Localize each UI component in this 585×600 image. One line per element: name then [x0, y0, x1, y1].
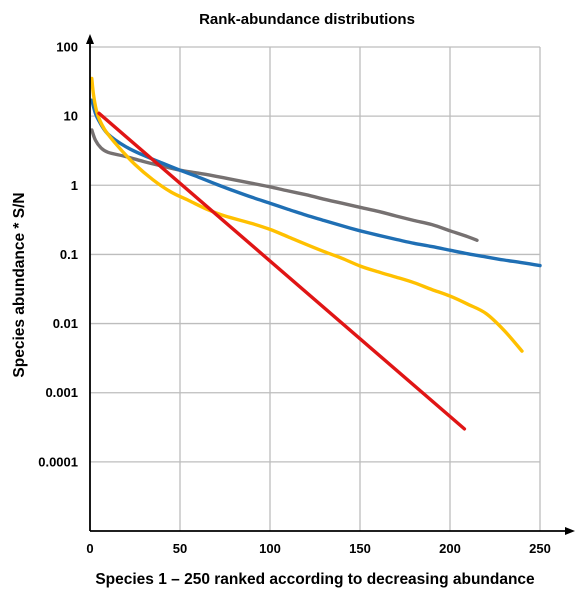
y-tick-label: 1 [71, 178, 78, 193]
y-tick-label: 0.0001 [38, 454, 78, 469]
x-tick-label: 250 [529, 541, 551, 556]
x-tick-label: 150 [349, 541, 371, 556]
y-tick-label: 100 [56, 40, 78, 55]
x-tick-label: 50 [173, 541, 187, 556]
y-axis-arrow [86, 34, 94, 44]
axes [86, 34, 575, 535]
series-line-2 [90, 98, 542, 268]
series-line-3 [90, 76, 524, 353]
x-axis-label: Species 1 – 250 ranked according to decr… [95, 571, 535, 588]
x-tick-label: 0 [86, 541, 93, 556]
series-line-4 [97, 111, 467, 431]
y-tick-labels: 100 10 1 0.1 0.01 0.001 0.0001 [38, 40, 78, 470]
x-axis-arrow [565, 527, 575, 535]
series-lines [90, 76, 542, 431]
x-tick-label: 200 [439, 541, 461, 556]
y-tick-label: 0.01 [53, 316, 78, 331]
y-tick-label: 0.001 [45, 385, 78, 400]
y-tick-label: 10 [64, 109, 78, 124]
y-tick-label: 0.1 [60, 247, 78, 262]
grid [90, 46, 541, 531]
chart-title: Rank-abundance distributions [199, 11, 415, 28]
x-tick-label: 100 [259, 541, 281, 556]
x-tick-labels: 0 50 100 150 200 250 [86, 541, 550, 556]
y-axis-label: Species abundance * S/N [11, 192, 28, 377]
